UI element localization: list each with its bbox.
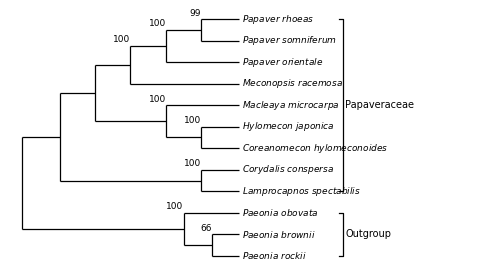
Text: Outgroup: Outgroup [345,229,391,239]
Text: $\it{Coreanomecon\ hylomeconoides}$: $\it{Coreanomecon\ hylomeconoides}$ [242,142,389,155]
Text: Papaveraceae: Papaveraceae [345,100,414,110]
Text: 100: 100 [184,116,202,125]
Text: 100: 100 [148,19,166,28]
Text: 100: 100 [184,159,202,168]
Text: 66: 66 [201,224,212,233]
Text: 100: 100 [148,95,166,103]
Text: 99: 99 [190,9,202,18]
Text: $\it{Corydalis\ conspersa}$: $\it{Corydalis\ conspersa}$ [242,163,334,176]
Text: $\it{Hylomecon\ japonica}$: $\it{Hylomecon\ japonica}$ [242,120,336,133]
Text: $\it{Paeonia\ obovata}$: $\it{Paeonia\ obovata}$ [242,207,319,218]
Text: $\it{Macleaya\ microcarpa}$: $\it{Macleaya\ microcarpa}$ [242,99,340,112]
Text: $\it{Papaver\ somniferum}$: $\it{Papaver\ somniferum}$ [242,34,338,47]
Text: $\it{Paeonia\ rockii}$: $\it{Paeonia\ rockii}$ [242,250,308,261]
Text: $\it{Lamprocapnos\ spectabilis}$: $\it{Lamprocapnos\ spectabilis}$ [242,185,362,198]
Text: 100: 100 [113,35,130,44]
Text: $\it{Papaver\ rhoeas}$: $\it{Papaver\ rhoeas}$ [242,13,314,26]
Text: 100: 100 [166,202,184,211]
Text: $\it{Papaver\ orientale}$: $\it{Papaver\ orientale}$ [242,56,324,69]
Text: $\it{Paeonia\ brownii}$: $\it{Paeonia\ brownii}$ [242,229,316,240]
Text: $\it{Meconopsis\ racemosa}$: $\it{Meconopsis\ racemosa}$ [242,77,344,90]
